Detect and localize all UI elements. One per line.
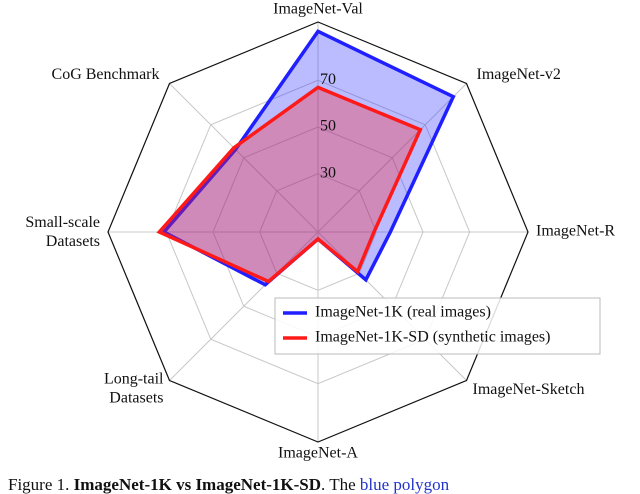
r-tick-label: 70 [320,71,336,88]
radar-area [156,85,423,284]
caption-text: . The [321,475,360,494]
caption-bold: ImageNet-1K vs ImageNet-1K-SD [74,475,321,494]
legend-label: ImageNet-1K (real images) [315,304,491,321]
category-label: Small-scale Datasets [25,214,100,250]
caption: Figure 1. ImageNet-1K vs ImageNet-1K-SD.… [8,475,450,494]
category-label: Long-tail Datasets [104,370,164,406]
category-label: ImageNet-v2 [476,66,560,83]
spoke [169,231,319,381]
category-label: ImageNet-R [536,223,615,240]
category-label: ImageNet-Sketch [472,381,584,398]
legend-box [274,297,601,355]
r-tick-label: 50 [320,118,336,135]
spoke [169,83,319,233]
legend-label: ImageNet-1K-SD (synthetic images) [315,329,550,346]
caption-text: Figure 1. [8,475,74,494]
frame [107,21,529,443]
r-tick-label: 30 [320,164,336,181]
caption-link: blue polygon [360,475,450,494]
spoke [317,83,467,233]
category-label: CoG Benchmark [52,66,160,83]
category-label: ImageNet-Val [273,1,363,18]
category-label: ImageNet-A [278,445,358,462]
